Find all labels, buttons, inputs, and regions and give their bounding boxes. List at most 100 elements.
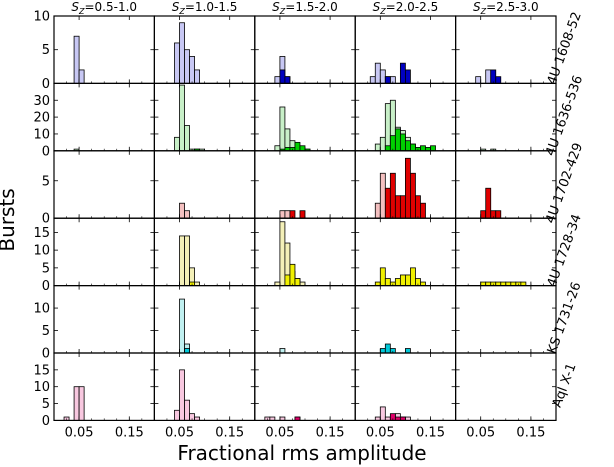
y-tick-label: 10 <box>33 244 50 259</box>
dark-bar <box>384 76 391 84</box>
y-tick-label: 0 <box>42 144 50 159</box>
dark-bar <box>495 210 502 219</box>
dark-bar <box>410 172 416 219</box>
dark-bar <box>495 76 502 84</box>
y-tick-label: 5 <box>42 174 50 189</box>
panel-r5-c1 <box>153 352 256 422</box>
panel-r1-c2 <box>254 82 356 152</box>
dark-bar <box>384 145 391 152</box>
light-bar <box>184 49 190 84</box>
x-tick-label: 0.15 <box>316 425 345 440</box>
light-bar <box>475 76 482 84</box>
column-title-prefix: S <box>373 0 381 14</box>
light-bar <box>73 386 80 421</box>
dark-bar <box>430 145 436 152</box>
y-tick-label: 0 <box>42 347 50 362</box>
dark-bar <box>384 343 391 354</box>
light-bar <box>194 69 200 84</box>
column-title-sub: Z <box>178 7 185 16</box>
dark-bar <box>279 69 286 84</box>
y-tick-label: 0 <box>42 212 50 227</box>
light-bar <box>279 106 286 152</box>
dark-bar <box>389 172 396 219</box>
dark-bar <box>404 69 411 84</box>
dark-bar <box>480 210 487 219</box>
light-bar <box>179 235 185 287</box>
light-bar <box>279 348 286 354</box>
column-title-range: =1.0-1.5 <box>185 0 238 14</box>
light-bar <box>179 84 185 152</box>
column-title: SZ=0.5-1.0 <box>71 0 137 16</box>
dark-bar <box>410 267 416 286</box>
dark-bar <box>399 274 406 286</box>
dark-bar <box>384 187 391 219</box>
panel-frame <box>455 352 557 422</box>
column-title: SZ=1.5-2.0 <box>272 0 338 16</box>
column-title-prefix: S <box>272 0 280 14</box>
dark-bar <box>404 274 411 286</box>
light-bar <box>279 221 286 286</box>
light-bar <box>179 22 185 84</box>
x-tick-label: 0.05 <box>265 425 294 440</box>
column-title-prefix: S <box>71 0 79 14</box>
y-tick-label: 15 <box>33 363 50 378</box>
y-tick-label: 10 <box>33 380 50 395</box>
light-bar <box>189 56 195 84</box>
y-tick-label: 5 <box>42 397 50 412</box>
y-tick-label: 5 <box>42 324 50 339</box>
y-tick-label: 15 <box>33 226 50 241</box>
y-tick-label: 5 <box>42 43 50 58</box>
light-bar <box>379 172 386 219</box>
dark-bar <box>410 143 416 152</box>
y-axis-label: Bursts <box>0 188 19 251</box>
dark-bar <box>399 195 406 219</box>
y-tick-label: 20 <box>33 111 50 126</box>
dark-bar <box>379 267 386 286</box>
light-bar <box>184 210 190 219</box>
x-tick-label: 0.05 <box>466 425 495 440</box>
dark-bar <box>184 348 190 354</box>
light-bar <box>379 136 386 152</box>
x-tick-label: 0.15 <box>416 425 445 440</box>
light-bar <box>379 69 386 84</box>
y-tick-label: 10 <box>33 302 50 317</box>
light-bar <box>174 42 180 84</box>
dark-bar <box>294 278 301 287</box>
dark-bar <box>289 263 296 287</box>
light-bar <box>78 386 85 421</box>
dark-bar <box>384 278 391 287</box>
panel-r3-c4 <box>455 217 557 287</box>
light-bar <box>374 202 381 219</box>
x-tick-label: 0.05 <box>165 425 194 440</box>
light-bar <box>274 145 281 152</box>
light-bar <box>78 69 85 84</box>
y-tick-label: 30 <box>33 94 50 109</box>
light-bar <box>174 136 180 152</box>
dark-bar <box>299 210 306 219</box>
dark-bar <box>294 141 301 152</box>
y-tick-label: 0 <box>42 414 50 429</box>
x-axis-label: Fractional rms amplitude <box>177 441 426 465</box>
dark-bar <box>394 278 401 287</box>
column-title-prefix: S <box>172 0 180 14</box>
light-bar <box>384 103 391 152</box>
light-bar <box>179 202 185 219</box>
column-title: SZ=2.0-2.5 <box>373 0 439 16</box>
light-bar <box>369 76 376 84</box>
column-title-sub: Z <box>279 7 286 16</box>
column-title: SZ=2.5-3.0 <box>473 0 539 16</box>
dark-bar <box>284 76 291 84</box>
column-title-sub: Z <box>480 7 487 16</box>
dark-bar <box>420 145 426 152</box>
column-title-range: =1.5-2.0 <box>285 0 338 14</box>
dark-bar <box>379 348 386 354</box>
dark-bar <box>420 202 426 219</box>
light-bar <box>379 406 386 421</box>
light-bar <box>274 76 281 84</box>
dark-bar <box>490 69 497 84</box>
y-tick-label: 0 <box>42 77 50 92</box>
dark-bar <box>399 133 406 152</box>
light-bar <box>184 125 190 152</box>
